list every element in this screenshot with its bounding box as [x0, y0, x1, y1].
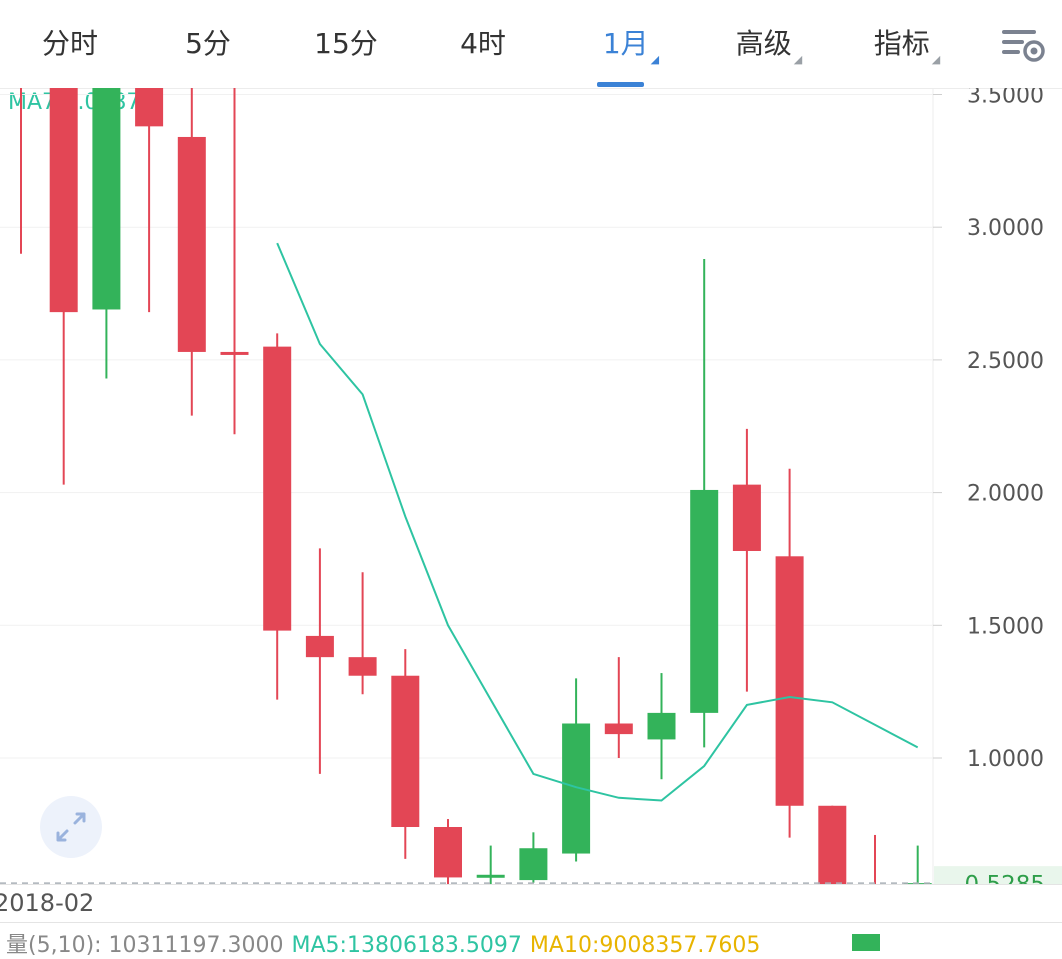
- y-tick-label: 3.0000: [967, 216, 1044, 241]
- volume-bar: [852, 934, 880, 951]
- candle-body: [220, 351, 249, 355]
- timeframe-tab-bar: 分时 5分 15分 4时 1月 ◢ 高级 ◢ 指标 ◢: [0, 0, 1062, 89]
- candle-body: [348, 657, 377, 676]
- dropdown-arrow-icon: ◢: [793, 53, 803, 66]
- candle-body: [647, 712, 676, 740]
- candle-body: [690, 489, 719, 713]
- tab-1month[interactable]: 1月 ◢: [602, 27, 660, 66]
- chart-settings-icon[interactable]: [1000, 24, 1046, 66]
- active-tab-underline: [597, 82, 644, 87]
- current-price-label: 0.5285: [965, 872, 1045, 884]
- expand-chart-icon[interactable]: [40, 796, 102, 858]
- tab-intraday[interactable]: 分时: [41, 27, 98, 60]
- volume-divider: [0, 922, 1062, 923]
- y-tick-label: 1.0000: [967, 747, 1044, 772]
- tab-15min[interactable]: 15分: [314, 27, 378, 60]
- dropdown-arrow-icon: ◢: [650, 53, 660, 66]
- candle-body: [818, 805, 847, 884]
- dropdown-arrow-icon: ◢: [931, 53, 941, 66]
- candle-body: [732, 484, 761, 551]
- candle-body: [49, 88, 78, 313]
- y-tick-label: 1.5000: [967, 614, 1044, 639]
- tab-advanced[interactable]: 高级 ◢: [735, 27, 803, 66]
- ma7-line: [276, 242, 919, 802]
- volume-ma5: MA5:13806183.5097: [291, 933, 522, 958]
- candle-body: [263, 346, 292, 631]
- candle-body: [391, 675, 420, 828]
- tab-5min[interactable]: 5分: [185, 27, 231, 60]
- candle-body: [604, 723, 633, 735]
- chart-bottom-divider: [0, 884, 1062, 885]
- candle-body: [92, 88, 121, 310]
- tab-4hour[interactable]: 4时: [460, 27, 506, 60]
- candle-body: [135, 88, 164, 127]
- candle-body: [305, 635, 334, 658]
- y-tick-label: 2.0000: [967, 482, 1044, 507]
- candle-body: [562, 723, 591, 854]
- candle-body: [177, 136, 206, 352]
- candle-body: [434, 827, 462, 878]
- current-price-badge: [934, 866, 1062, 884]
- volume-value: 量(5,10): 10311197.3000: [6, 933, 284, 958]
- tab-indicators[interactable]: 指标 ◢: [873, 27, 941, 66]
- candle-body: [775, 556, 804, 806]
- volume-legend: 量(5,10): 10311197.3000 MA5:13806183.5097 M…: [6, 927, 768, 959]
- x-axis-date-label: 2018-02: [0, 889, 95, 917]
- y-tick-label: 3.5000: [967, 88, 1044, 109]
- candle-body: [476, 874, 505, 878]
- candle-body: [519, 848, 548, 881]
- volume-ma10: MA10:9008357.7605: [529, 933, 761, 958]
- candlestick-chart[interactable]: 5.00004.50004.00003.50003.00002.50002.00…: [0, 88, 1062, 884]
- y-tick-label: 2.5000: [967, 349, 1044, 374]
